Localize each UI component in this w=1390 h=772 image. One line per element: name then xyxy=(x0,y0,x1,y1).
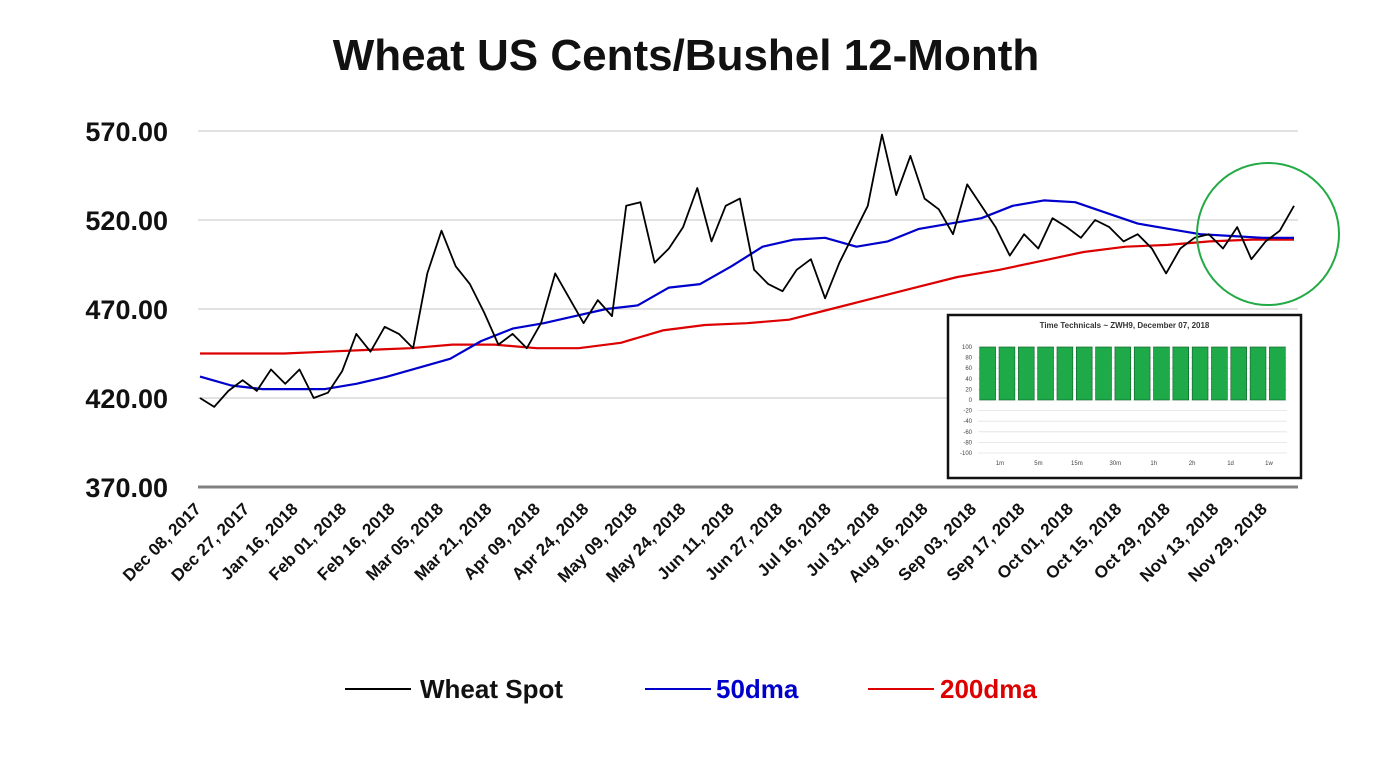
inset-bar xyxy=(1153,346,1170,401)
inset-bar xyxy=(998,346,1016,401)
y-axis: 570.00 520.00 470.00 420.00 370.00 xyxy=(85,117,168,503)
legend: Wheat Spot 50dma 200dma xyxy=(345,674,1037,704)
series-line-wheat-spot xyxy=(199,133,1295,408)
inset-y-tick: 80 xyxy=(965,356,972,362)
inset-title: Time Technicals ~ ZWH9, December 07, 201… xyxy=(1040,321,1210,330)
inset-bar xyxy=(1172,346,1189,401)
legend-label: 200dma xyxy=(940,674,1037,704)
inset-y-tick: -80 xyxy=(963,440,972,446)
inset-chart: Time Technicals ~ ZWH9, December 07, 201… xyxy=(946,313,1303,480)
inset-bar xyxy=(1018,346,1035,401)
y-tick-label: 470.00 xyxy=(85,295,168,325)
series-line-50dma xyxy=(199,199,1294,391)
inset-bar xyxy=(1230,346,1247,401)
legend-label: 50dma xyxy=(716,674,799,704)
y-tick-label: 420.00 xyxy=(85,384,168,414)
inset-bar xyxy=(1249,346,1267,401)
inset-bar xyxy=(1076,346,1093,401)
inset-x-tick: 1m xyxy=(996,461,1004,467)
y-tick-label: 570.00 xyxy=(85,117,168,147)
y-tick-label: 520.00 xyxy=(85,206,168,236)
inset-y-tick: 60 xyxy=(965,366,972,372)
inset-y-tick: 100 xyxy=(962,345,973,351)
inset-bar xyxy=(1056,346,1074,401)
inset-x-tick: 15m xyxy=(1071,461,1083,467)
inset-x-tick: 30m xyxy=(1109,461,1121,467)
chart-title: Wheat US Cents/Bushel 12-Month xyxy=(333,31,1040,80)
inset-x-tick: 2h xyxy=(1189,461,1196,467)
inset-y-tick: -60 xyxy=(963,430,972,436)
highlight-circle xyxy=(1196,162,1340,306)
legend-label: Wheat Spot xyxy=(420,674,563,704)
series-line-200dma xyxy=(200,238,1294,355)
inset-bar xyxy=(979,346,996,401)
series-group xyxy=(199,133,1295,408)
inset-bar xyxy=(1211,346,1228,401)
inset-y-tick: 0 xyxy=(969,398,973,404)
inset-y-tick: 40 xyxy=(965,377,972,383)
inset-x-tick: 1h xyxy=(1150,461,1157,467)
inset-bar xyxy=(1037,346,1054,401)
inset-x-tick: 1d xyxy=(1227,461,1234,467)
inset-x-tick: 5m xyxy=(1034,461,1042,467)
inset-x-tick: 1w xyxy=(1265,461,1273,467)
inset-y-tick: 20 xyxy=(965,387,972,393)
inset-bar xyxy=(1191,346,1209,401)
inset-y-tick: -100 xyxy=(960,451,973,457)
inset-y-tick: -40 xyxy=(963,419,972,425)
inset-bar xyxy=(1133,346,1151,401)
inset-bar xyxy=(1269,346,1286,401)
y-tick-label: 370.00 xyxy=(85,473,168,503)
inset-y-tick: -20 xyxy=(963,409,972,415)
inset-bar xyxy=(1114,346,1132,401)
inset-bar xyxy=(1095,346,1112,401)
